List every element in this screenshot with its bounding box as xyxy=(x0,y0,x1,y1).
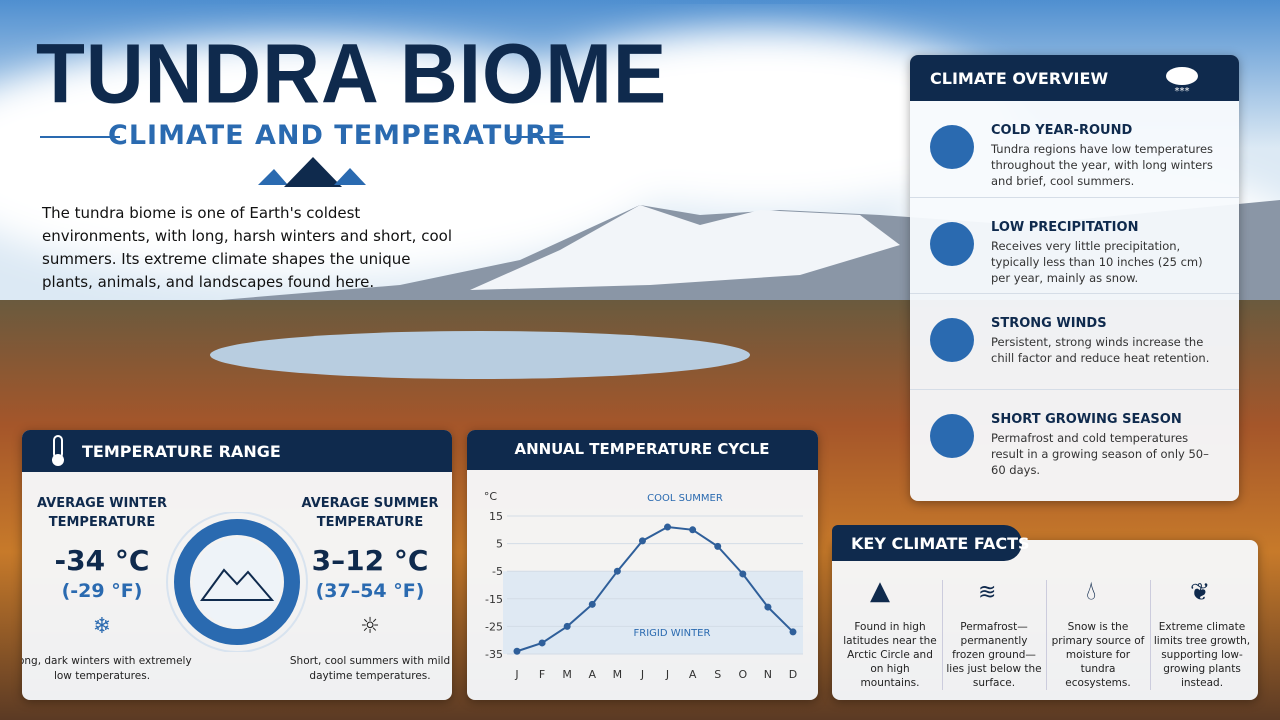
point xyxy=(588,600,596,608)
key-facts: ▲ Found in high latitudes near the Arctic… xyxy=(832,540,1258,700)
title: TUNDRA BIOME xyxy=(36,26,668,121)
point xyxy=(638,537,646,545)
y-tick-label: 5 xyxy=(496,538,503,551)
x-tick-label: A xyxy=(689,668,697,681)
x-tick-label: J xyxy=(665,668,669,681)
temperature-range: TEMPERATURE RANGE AVERAGE WINTER TEMPERA… xyxy=(22,430,452,700)
y-tick-label: 15 xyxy=(489,510,503,523)
winter-value-f: (-29 °F) xyxy=(61,580,143,602)
icon xyxy=(930,318,974,362)
item-title: LOW PRECIPITATION xyxy=(991,220,1139,235)
gauge xyxy=(166,512,308,652)
annotation: FRIGID WINTER xyxy=(634,628,711,639)
fact: Permafrost—permanently frozen ground—lie… xyxy=(946,621,1042,689)
item-text: Persistent, strong winds increase the ch… xyxy=(991,335,1210,365)
x-tick-label: O xyxy=(738,668,747,681)
fact: Snow is the primary source of moisture f… xyxy=(1051,621,1145,689)
winter-note: Long, dark winters with extremely low te… xyxy=(22,655,192,682)
y-tick-label: -35 xyxy=(485,648,503,661)
winter-value: -34 °C xyxy=(54,544,150,577)
fact: Found in high latitudes near the Arctic … xyxy=(843,621,937,689)
chart-title: ANNUAL TEMPERATURE CYCLE xyxy=(514,440,769,458)
icon: ❦ xyxy=(1190,578,1211,606)
snowflake-icon: ❄ xyxy=(92,614,112,639)
column: 💧︎ Snow is the primary source of moisture… xyxy=(1046,576,1151,690)
point xyxy=(513,647,521,655)
chart: ANNUAL TEMPERATURE CYCLE °C COOL SUMMER … xyxy=(467,430,818,681)
summer-note: Short, cool summers with mild daytime te… xyxy=(289,655,451,682)
y-tick-label: -15 xyxy=(485,593,503,606)
x-tick-label: F xyxy=(539,668,545,681)
svg-text:***: *** xyxy=(1175,86,1190,97)
annotation: COOL SUMMER xyxy=(647,493,723,504)
overview-item: COLD YEAR-ROUND Tundra regions have low t… xyxy=(910,101,1239,197)
x-tick-label: J xyxy=(514,668,518,681)
point xyxy=(739,570,747,578)
overview-item: LOW PRECIPITATION Receives very little pr… xyxy=(910,197,1239,294)
divider xyxy=(40,136,120,138)
icon: 💧︎ xyxy=(1086,576,1097,606)
x-tick-label: A xyxy=(589,668,597,681)
point xyxy=(789,628,797,636)
panel-title: TEMPERATURE RANGE xyxy=(82,442,281,461)
panel-title: KEY CLIMATE FACTS xyxy=(851,534,1030,553)
point xyxy=(613,567,621,575)
y-tick-label: -25 xyxy=(485,620,503,633)
overview-item: STRONG WINDS Persistent, strong winds inc… xyxy=(910,293,1239,390)
divider xyxy=(510,136,590,138)
x-tick-label: N xyxy=(764,668,772,681)
fact: Extreme climate limits tree growth, supp… xyxy=(1153,621,1251,689)
point xyxy=(664,523,672,531)
y-tick-label: -5 xyxy=(492,565,503,578)
point xyxy=(764,603,772,611)
sun-icon: ☼ xyxy=(360,614,380,639)
item-title: COLD YEAR-ROUND xyxy=(991,123,1133,138)
overview-item: SHORT GROWING SEASON Permafrost and cold … xyxy=(910,389,1239,486)
y-axis-label: °C xyxy=(484,490,498,503)
icon xyxy=(930,414,974,458)
point xyxy=(689,526,697,534)
column: ▲ Found in high latitudes near the Arctic… xyxy=(838,576,943,690)
summer-value: 3–12 °C xyxy=(311,544,429,577)
item-title: SHORT GROWING SEASON xyxy=(991,412,1182,427)
snow-caps xyxy=(470,205,900,290)
cloud-icon: *** xyxy=(1166,67,1198,97)
winter-band xyxy=(503,571,803,654)
chart-panel: ANNUAL TEMPERATURE CYCLE °C COOL SUMMER … xyxy=(467,430,818,700)
summer-label: AVERAGE SUMMER TEMPERATURE xyxy=(301,496,439,530)
mountain-icon xyxy=(258,157,366,187)
x-tick-label: M xyxy=(562,668,572,681)
thermometer-icon xyxy=(52,435,64,466)
panel-header xyxy=(467,430,818,470)
intro: The tundra biome is one of Earth's colde… xyxy=(42,204,452,291)
icon xyxy=(930,125,974,169)
clouds xyxy=(0,30,1280,290)
lake xyxy=(210,331,750,379)
x-tick-label: M xyxy=(613,668,623,681)
icon: ≋ xyxy=(978,580,997,605)
key-facts-header xyxy=(832,525,1022,561)
subtitle: CLIMATE AND TEMPERATURE xyxy=(108,120,567,151)
point xyxy=(538,639,546,647)
x-tick-label: S xyxy=(714,668,721,681)
panel-title: CLIMATE OVERVIEW xyxy=(930,69,1109,88)
point xyxy=(563,622,571,630)
point xyxy=(714,542,722,550)
line xyxy=(516,526,794,653)
column: ≋ Permafrost—permanently frozen ground—li… xyxy=(942,580,1047,690)
item-title: STRONG WINDS xyxy=(991,316,1107,331)
winter-label: AVERAGE WINTER TEMPERATURE xyxy=(36,496,168,530)
x-tick-label: D xyxy=(789,668,797,681)
x-tick-label: J xyxy=(640,668,644,681)
item-text: Receives very little precipitation, typi… xyxy=(991,239,1203,285)
summer-value-f: (37–54 °F) xyxy=(315,580,425,602)
climate-overview: CLIMATE OVERVIEW *** COLD YEAR-ROUND Tund… xyxy=(910,55,1239,501)
column: ❦ Extreme climate limits tree growth, sup… xyxy=(1150,578,1254,690)
item-text: Tundra regions have low temperatures thr… xyxy=(991,142,1214,188)
icon xyxy=(930,222,974,266)
panel-header xyxy=(22,430,452,472)
icon: ▲ xyxy=(870,576,890,606)
item-text: Permafrost and cold temperatures result … xyxy=(991,431,1209,477)
